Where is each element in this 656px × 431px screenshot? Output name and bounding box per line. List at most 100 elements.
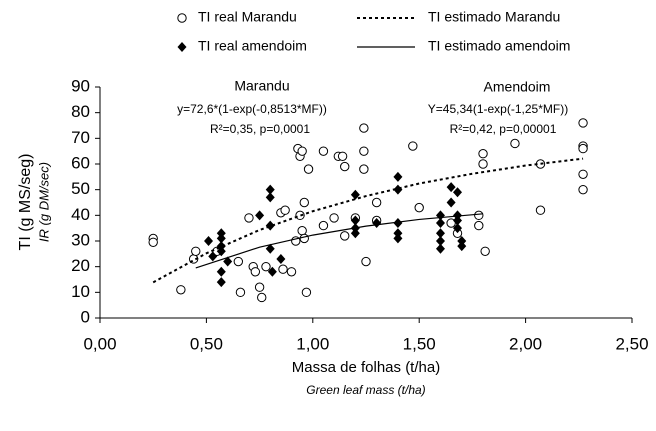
legend-label: TI estimado Marandu: [428, 9, 560, 25]
diamond-marker: [216, 246, 226, 257]
circle-marker: [261, 261, 271, 272]
x-axis-subtitle: Green leaf mass (t/ha): [306, 383, 425, 397]
annotation: R²=0,35, p=0,0001: [210, 122, 310, 136]
circle-marker: [478, 149, 488, 159]
circle-marker: [318, 146, 329, 156]
circle-marker: [233, 256, 244, 267]
circle-marker: [297, 146, 307, 156]
circle-marker: [359, 123, 369, 133]
diamond-marker: [393, 228, 403, 239]
diamond-marker: [393, 218, 403, 229]
circle-marker: [414, 202, 424, 213]
x-tick-label: 1,50: [403, 334, 436, 353]
diamond-marker: [350, 215, 360, 226]
circle-marker: [299, 233, 309, 244]
diamond-marker: [265, 243, 275, 254]
circle-marker: [408, 141, 418, 151]
circle-marker: [329, 213, 339, 223]
y-tick-label: 10: [71, 282, 90, 301]
circle-marker: [244, 213, 254, 223]
y-tick-label: 80: [71, 102, 90, 121]
circle-marker: [191, 246, 201, 256]
diamond-marker: [393, 233, 403, 244]
legend-label: TI real amendoim: [198, 38, 307, 54]
circle-marker: [474, 210, 484, 221]
circle-marker: [278, 264, 288, 274]
annotation: y=72,6*(1-exp(-0,8513*MF)): [177, 102, 327, 116]
x-tick-label: 1,00: [296, 334, 329, 353]
circle-marker: [301, 287, 312, 298]
diamond-marker: [393, 171, 403, 182]
x-tick-label: 2,50: [615, 334, 648, 353]
diamond-marker: [393, 184, 403, 195]
diamond-marker: [216, 277, 226, 288]
diamond-marker: [204, 236, 214, 246]
circle-marker: [371, 197, 382, 208]
y-axis-subtitle: IR (g DM/sec): [36, 162, 51, 242]
diamond-marker: [435, 228, 445, 239]
circle-marker: [480, 246, 490, 256]
diamond-marker: [446, 197, 456, 208]
diamond-marker: [453, 187, 463, 198]
circle-marker: [578, 143, 588, 154]
diamond-marker: [216, 241, 226, 252]
circle-marker: [254, 282, 265, 292]
annotation: R²=0,42, p=0,00001: [450, 122, 557, 136]
circle-marker: [280, 205, 290, 215]
y-tick-label: 0: [81, 307, 90, 326]
circle-marker: [578, 118, 588, 128]
y-tick-label: 60: [71, 153, 90, 172]
diamond-marker: [435, 243, 445, 254]
circle-marker: [359, 164, 369, 174]
diamond-marker: [350, 189, 360, 200]
diamond-marker: [216, 233, 226, 244]
diamond-marker: [453, 210, 463, 221]
y-tick-label: 40: [71, 205, 90, 224]
diamond-marker: [453, 215, 463, 226]
circle-marker: [337, 151, 348, 162]
diamond-marker: [435, 218, 445, 229]
diamond-marker: [208, 251, 218, 262]
circle-marker: [340, 161, 350, 172]
diamond-marker: [216, 228, 226, 239]
diamond-marker: [223, 256, 233, 267]
diamond-marker: [457, 241, 467, 252]
circle-marker: [176, 285, 186, 295]
circle-marker: [510, 138, 520, 149]
x-tick-label: 2,00: [509, 334, 542, 353]
y-tick-label: 90: [71, 76, 90, 95]
diamond-marker: [265, 184, 275, 195]
circle-marker: [474, 220, 484, 231]
y-tick-label: 30: [71, 230, 90, 249]
annotation: Amendoim: [484, 79, 551, 95]
x-axis-title: Massa de folhas (t/ha): [292, 359, 440, 376]
fit-line: [195, 213, 484, 269]
circle-marker: [340, 231, 350, 241]
y-tick-label: 70: [71, 128, 90, 147]
diamond-marker: [255, 210, 265, 221]
legend-label: TI estimado amendoim: [428, 38, 570, 54]
circle-marker: [478, 159, 488, 169]
legend-label: TI real Marandu: [198, 9, 297, 25]
diamond-marker: [276, 253, 286, 264]
circle-marker: [250, 267, 261, 277]
y-tick-label: 20: [71, 256, 90, 275]
annotation: Y=45,34(1-exp(-1,25*MF)): [428, 102, 568, 116]
circle-marker: [235, 287, 246, 298]
circle-marker: [578, 169, 588, 179]
annotation: Marandu: [234, 78, 289, 94]
diamond-marker: [457, 236, 467, 246]
circle-marker: [359, 146, 369, 156]
x-tick-label: 0,00: [83, 334, 116, 353]
circle-marker: [286, 267, 297, 277]
diamond-marker: [446, 182, 456, 193]
circle-marker: [177, 13, 187, 23]
y-tick-label: 50: [71, 179, 90, 198]
diamond-marker: [265, 220, 275, 231]
circle-marker: [361, 256, 371, 267]
diamond-marker: [267, 266, 277, 277]
circle-marker: [148, 237, 158, 247]
circle-marker: [297, 226, 307, 236]
diamond-marker: [216, 266, 226, 277]
